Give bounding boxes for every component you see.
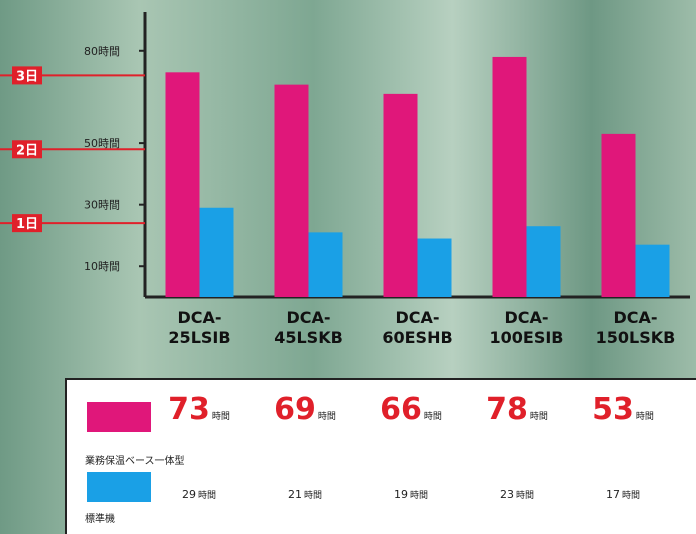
value-label: 53 時間 xyxy=(573,392,673,427)
legend-swatch xyxy=(87,472,151,502)
bar xyxy=(308,232,343,297)
x-tick-label: DCA-45LSKB xyxy=(274,308,343,347)
bar xyxy=(417,238,452,297)
y-tick-label: 30時間 xyxy=(84,199,120,212)
day-marker-label: 2日 xyxy=(16,143,38,158)
x-tick-label: DCA-150LSKB xyxy=(595,308,676,347)
day-marker-label: 1日 xyxy=(16,217,38,232)
value-label: 66 時間 xyxy=(361,392,461,427)
x-tick-label: DCA-100ESIB xyxy=(489,308,564,347)
bar xyxy=(199,207,234,297)
value-unit: 時間 xyxy=(423,412,442,422)
bar xyxy=(274,84,309,297)
x-tick-label: DCA-60ESHB xyxy=(382,308,453,347)
value-number: 78 xyxy=(486,392,528,427)
value-number: 23 xyxy=(499,488,514,501)
day-marker-label: 3日 xyxy=(16,69,38,84)
value-unit: 時間 xyxy=(197,491,216,501)
value-unit: 時間 xyxy=(211,412,230,422)
value-label: 23 時間 xyxy=(467,488,567,501)
legend-table: 業務保温ベース一体型 73 時間 69 時間 66 時間 78 時間 53 時間 標準機 29 時間 21 時… xyxy=(65,378,696,534)
bar xyxy=(526,226,561,297)
value-number: 17 xyxy=(605,488,620,501)
value-unit: 時間 xyxy=(409,491,428,501)
x-tick-label: DCA-25LSIB xyxy=(168,308,231,347)
y-tick-label: 50時間 xyxy=(84,137,120,150)
y-tick-label: 10時間 xyxy=(84,260,120,273)
bar xyxy=(165,72,200,297)
bar xyxy=(383,93,418,297)
legend-label: 業務保温ベース一体型 xyxy=(85,456,185,467)
value-number: 66 xyxy=(380,392,422,427)
value-number: 73 xyxy=(168,392,210,427)
value-unit: 時間 xyxy=(303,491,322,501)
value-label: 21 時間 xyxy=(255,488,355,501)
value-unit: 時間 xyxy=(635,412,654,422)
bar xyxy=(492,56,527,297)
value-number: 21 xyxy=(287,488,302,501)
value-unit: 時間 xyxy=(621,491,640,501)
day-marker-box xyxy=(12,66,42,85)
value-label: 19 時間 xyxy=(361,488,461,501)
value-label: 69 時間 xyxy=(255,392,355,427)
value-unit: 時間 xyxy=(529,412,548,422)
value-number: 19 xyxy=(393,488,408,501)
value-number: 29 xyxy=(181,488,196,501)
value-unit: 時間 xyxy=(515,491,534,501)
day-marker-box xyxy=(12,140,42,159)
value-unit: 時間 xyxy=(317,412,336,422)
day-marker-box xyxy=(12,214,42,233)
value-label: 29 時間 xyxy=(149,488,249,501)
legend-swatch xyxy=(87,402,151,432)
chart: 10時間 30時間 50時間 80時間 3日 2日 1日 xyxy=(0,12,690,299)
bar xyxy=(601,133,636,297)
value-label: 17 時間 xyxy=(573,488,673,501)
value-number: 53 xyxy=(592,392,634,427)
value-label: 78 時間 xyxy=(467,392,567,427)
y-tick-label: 80時間 xyxy=(84,45,120,58)
bar xyxy=(635,244,670,297)
value-number: 69 xyxy=(274,392,316,427)
legend-label: 標準機 xyxy=(85,514,115,525)
value-label: 73 時間 xyxy=(149,392,249,427)
